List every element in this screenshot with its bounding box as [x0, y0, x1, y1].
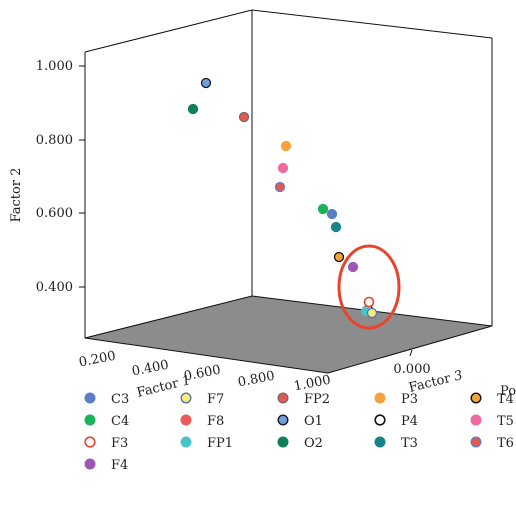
legend-marker-t5: [470, 414, 482, 426]
point-t6: [274, 181, 286, 193]
legend-marker-fp2: [277, 392, 289, 404]
legend-marker-p4: [374, 414, 386, 426]
factor3-ticks: 0.000: [393, 349, 431, 377]
factor2-tick-label: 1.000: [36, 59, 73, 74]
legend: C3 C4 F3 F4 F7 F8 FP1 FP2 O1 O2 P3 P4 T3 T4 T5 T6: [84, 392, 514, 473]
legend-label-o2: O2: [304, 436, 323, 451]
legend-label-c4: C4: [111, 414, 129, 429]
legend-label-c3: C3: [111, 392, 129, 407]
legend-marker-o1: [277, 414, 289, 426]
legend-label-p4: P4: [401, 414, 418, 429]
factor1-label-number: 1: [181, 373, 193, 390]
point-o2: [187, 103, 199, 115]
plot-box: [84, 9, 493, 374]
factor1-label-text: Factor: [135, 376, 181, 401]
point-t5: [277, 162, 289, 174]
top-right-edge: [251, 9, 493, 39]
legend-label-f4: F4: [111, 458, 128, 473]
factor3-tick-mark: [409, 349, 413, 357]
legend-label-f3: F3: [111, 436, 128, 451]
legend-label-fp2: FP2: [304, 392, 330, 407]
data-points: [187, 77, 378, 319]
legend-marker-o2: [277, 436, 289, 448]
legend-marker-f4: [84, 458, 96, 470]
point-o1: [200, 77, 212, 89]
legend-marker-f3: [84, 436, 96, 448]
point-p3: [280, 140, 292, 152]
point-t3: [330, 221, 342, 233]
top-left-edge: [84, 9, 253, 53]
legend-label-t4: T4: [497, 392, 514, 407]
point-c3: [326, 208, 338, 220]
point-f7: [366, 307, 378, 319]
legend-marker-f7: [180, 392, 192, 404]
point-f3: [363, 296, 375, 308]
legend-marker-c4: [84, 414, 96, 426]
point-c4: [317, 203, 329, 215]
factor1-tick-label: 0.200: [78, 349, 117, 371]
cut-off-axis-label: Po: [500, 384, 516, 399]
point-fp2: [238, 111, 250, 123]
legend-label-t3: T3: [401, 436, 418, 451]
legend-label-f8: F8: [207, 414, 224, 429]
legend-marker-c3: [84, 392, 96, 404]
factor1-tick-label: 1.000: [293, 373, 332, 395]
point-t4: [333, 251, 345, 263]
factor1-ticks: 0.200 0.400 0.600 0.800 1.000: [78, 349, 332, 395]
factor1-tick-label: 0.600: [183, 363, 222, 385]
legend-label-t6: T6: [497, 436, 514, 451]
legend-marker-fp1: [180, 436, 192, 448]
factor2-tick-label: 0.800: [36, 133, 73, 148]
legend-marker-t3: [374, 436, 386, 448]
factor3-label-number: 3: [453, 368, 465, 385]
factor2-ticks: 0.400 0.600 0.800 1.000: [36, 59, 85, 295]
factor2-tick-label: 0.400: [36, 280, 73, 295]
legend-marker-t6: [470, 436, 482, 448]
legend-label-fp1: FP1: [207, 436, 233, 451]
highlight-ellipse: [337, 244, 401, 330]
legend-label-p3: P3: [401, 392, 418, 407]
legend-label-f7: F7: [207, 392, 224, 407]
legend-marker-p3: [374, 392, 386, 404]
legend-marker-t4: [470, 392, 482, 404]
factor1-tick-label: 0.400: [131, 358, 170, 380]
legend-label-o1: O1: [304, 414, 323, 429]
factor1-tick-label: 0.800: [237, 369, 276, 391]
legend-label-t5: T5: [497, 414, 514, 429]
factor2-axis-label: Factor 2: [9, 168, 24, 223]
point-f4: [347, 261, 359, 273]
legend-marker-f8: [180, 414, 192, 426]
factor2-tick-label: 0.600: [36, 206, 73, 221]
factor3-tick-label: 0.000: [393, 362, 430, 377]
